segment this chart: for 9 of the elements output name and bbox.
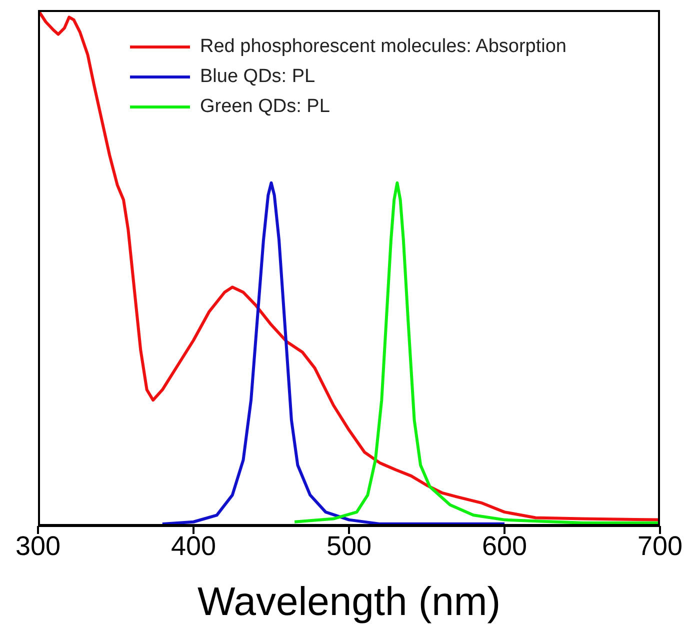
legend-label: Blue QDs: PL bbox=[200, 65, 316, 89]
legend-label: Green QDs: PL bbox=[200, 95, 330, 119]
x-tick-label: 700 bbox=[637, 531, 683, 562]
x-axis-title: Wavelength (nm) bbox=[197, 580, 501, 624]
x-tick-label: 600 bbox=[482, 531, 528, 562]
x-tick-label: 400 bbox=[170, 531, 216, 562]
x-tick-label: 300 bbox=[15, 531, 61, 562]
legend-label: Red phosphorescent molecules: Absorption bbox=[200, 35, 567, 59]
x-tick-label: 500 bbox=[326, 531, 372, 562]
